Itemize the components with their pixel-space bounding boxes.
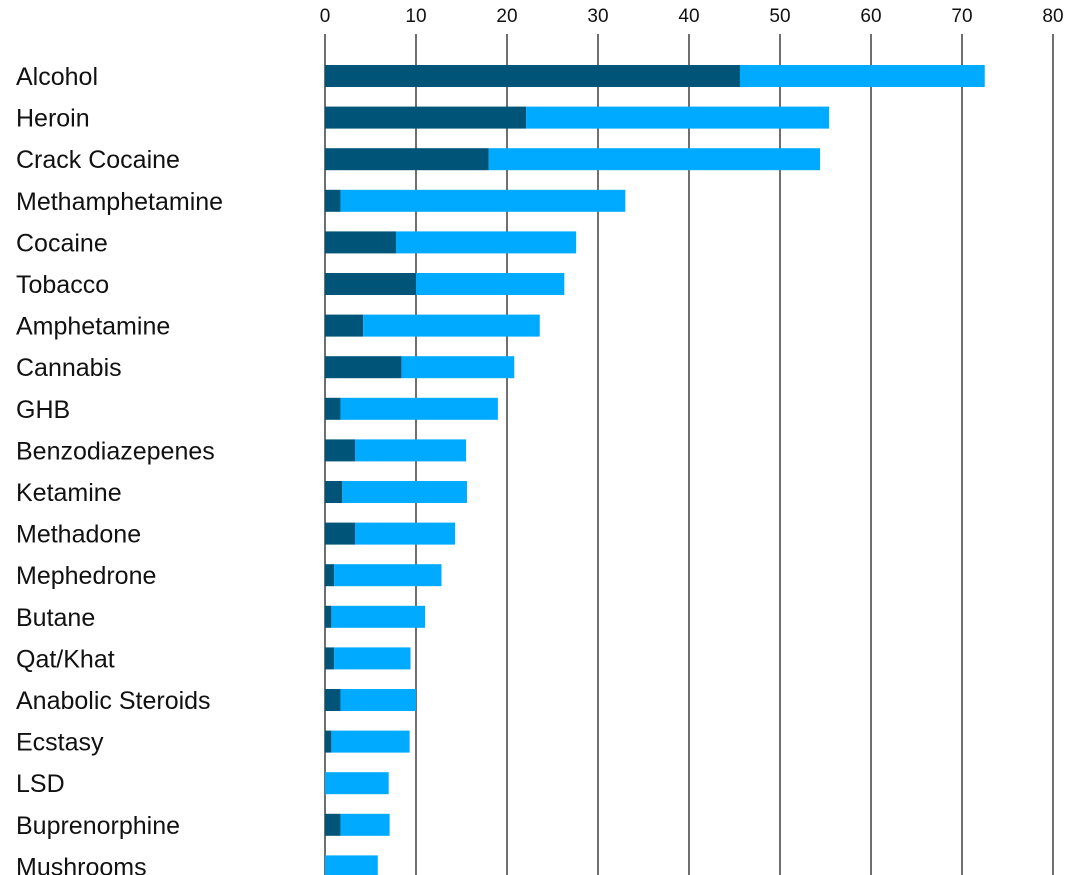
bar-segment-series-2 — [340, 397, 498, 420]
category-label: GHB — [16, 396, 70, 424]
bar-segment-series-2 — [334, 564, 442, 587]
x-tick-label: 20 — [496, 6, 517, 27]
category-label: Alcohol — [16, 63, 98, 91]
bar-segment-series-1 — [325, 813, 341, 836]
category-label: Benzodiazepenes — [16, 437, 215, 465]
category-label: Heroin — [16, 105, 90, 133]
category-label: Cocaine — [16, 229, 108, 257]
category-label: Cannabis — [16, 354, 122, 382]
bar-segment-series-1 — [325, 522, 356, 545]
category-labels: Alcohol Heroin Crack Cocaine Methamphetamin… — [16, 63, 223, 875]
category-label: Crack Cocaine — [16, 146, 180, 174]
bar-segment-series-1 — [325, 647, 335, 670]
category-label: Butane — [16, 604, 95, 632]
category-label: Buprenorphine — [16, 812, 180, 840]
bar-segment-series-1 — [325, 689, 341, 711]
category-label: Methamphetamine — [16, 188, 223, 216]
bars — [325, 65, 985, 875]
bar-segment-series-1 — [325, 314, 364, 337]
bar-segment-series-1 — [325, 730, 332, 753]
category-label: Mephedrone — [16, 562, 156, 590]
bar-segment-series-2 — [739, 65, 985, 87]
x-axis-ticks: 0 10 20 30 40 50 60 70 80 — [320, 6, 1064, 27]
bar-segment-series-1 — [325, 605, 332, 628]
bar-segment-series-2 — [340, 189, 626, 212]
x-tick-label: 80 — [1042, 6, 1063, 27]
bar-segment-series-2 — [355, 522, 456, 545]
grid-lines — [324, 34, 1054, 875]
bar-segment-series-2 — [395, 231, 577, 254]
bar-segment-series-2 — [416, 273, 565, 295]
category-label: Ketamine — [16, 479, 122, 507]
category-label: Ecstasy — [16, 729, 104, 757]
bar-segment-series-1 — [325, 65, 740, 87]
bar-segment-series-2 — [334, 647, 411, 670]
bar-segment-series-2 — [363, 314, 540, 337]
x-tick-label: 30 — [587, 6, 608, 27]
bar-segment-series-1 — [325, 397, 341, 420]
bar-segment-series-2 — [355, 439, 467, 462]
bar-segment-series-2 — [488, 148, 821, 171]
bar-segment-series-1 — [325, 439, 356, 462]
bar-segment-series-2 — [331, 730, 410, 753]
x-tick-label: 60 — [860, 6, 881, 27]
x-tick-label: 40 — [678, 6, 699, 27]
x-tick-label: 50 — [769, 6, 790, 27]
bar-segment-series-1 — [325, 273, 416, 295]
bar-segment-series-2 — [325, 855, 378, 875]
bar-segment-series-1 — [325, 481, 343, 503]
bar-segment-series-1 — [325, 231, 396, 254]
category-label: Methadone — [16, 521, 141, 549]
bar-segment-series-2 — [342, 481, 467, 503]
category-label: Anabolic Steroids — [16, 687, 211, 715]
bar-segment-series-2 — [401, 356, 515, 379]
bar-segment-series-1 — [325, 564, 335, 587]
bar-segment-series-1 — [325, 189, 341, 212]
bar-segment-series-2 — [325, 772, 389, 795]
bar-segment-series-1 — [325, 106, 527, 129]
bar-segment-series-1 — [325, 148, 489, 171]
x-tick-label: 70 — [951, 6, 972, 27]
category-label: Amphetamine — [16, 313, 170, 341]
category-label: Tobacco — [16, 271, 109, 299]
category-label: Mushrooms — [16, 853, 147, 875]
bar-segment-series-2 — [331, 605, 426, 628]
bar-segment-series-2 — [526, 106, 830, 129]
category-label: LSD — [16, 770, 65, 798]
bar-segment-series-1 — [325, 356, 402, 379]
category-label: Qat/Khat — [16, 645, 115, 673]
x-tick-label: 10 — [405, 6, 426, 27]
x-tick-label: 0 — [320, 6, 331, 27]
bar-segment-series-2 — [340, 813, 390, 836]
bar-segment-series-2 — [340, 689, 416, 711]
